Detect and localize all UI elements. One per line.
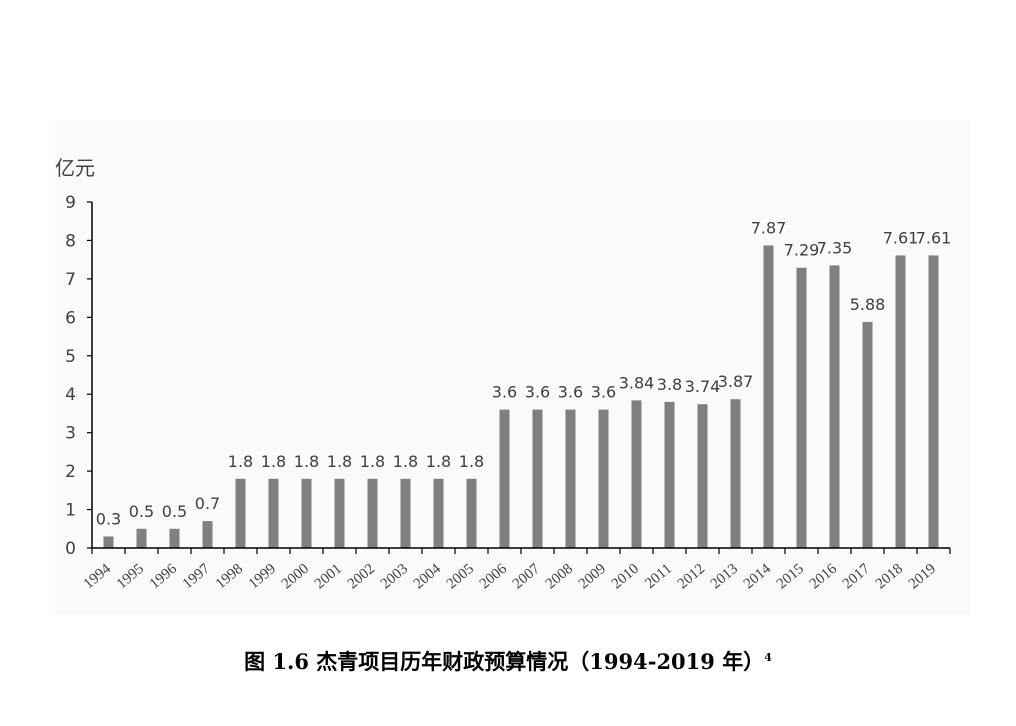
bar-2001	[334, 478, 345, 548]
figure-caption: 图 1.6 杰青项目历年财政预算情况（1994-2019 年）4	[0, 646, 1016, 676]
caption-text: 图 1.6 杰青项目历年财政预算情况（1994-2019 年）	[244, 649, 765, 674]
data-label-2018: 7.61	[883, 228, 919, 247]
data-label-1995: 0.5	[129, 502, 154, 521]
bar-2013	[730, 399, 741, 548]
data-label-2000: 1.8	[294, 452, 319, 471]
bar-chart: 亿元 0.3 0.5 0.5 0.7 1.8 1.8 1.8 1.8 1.8 1.8 1.8 1.8 3…	[55, 156, 952, 593]
data-label-2008: 3.6	[558, 383, 583, 402]
bar-1995	[136, 528, 147, 548]
bar-1998	[235, 478, 246, 548]
y-tick-label: 8	[65, 231, 76, 251]
bar-1996	[169, 528, 180, 548]
data-label-2003: 1.8	[393, 452, 418, 471]
bar-2012	[697, 404, 708, 548]
bar-1994	[103, 536, 114, 548]
bar-2004	[433, 478, 444, 548]
y-tick-label: 4	[65, 385, 76, 405]
bar-2017	[862, 321, 873, 548]
bar-2011	[664, 401, 675, 548]
y-tick-label: 1	[65, 501, 76, 521]
bar-2000	[301, 478, 312, 548]
data-label-2017: 5.88	[850, 295, 886, 314]
y-tick-label: 9	[65, 193, 76, 213]
bar-2009	[598, 409, 609, 548]
bar-1997	[202, 521, 213, 548]
data-label-1997: 0.7	[195, 494, 220, 513]
data-label-1999: 1.8	[261, 452, 286, 471]
data-label-1996: 0.5	[162, 502, 187, 521]
y-tick-label: 6	[65, 308, 76, 328]
bar-2016	[829, 265, 840, 548]
data-label-2019: 7.61	[916, 228, 952, 247]
data-label-1998: 1.8	[228, 452, 253, 471]
y-tick-label: 0	[65, 539, 76, 559]
y-tick-label: 7	[65, 270, 76, 290]
y-unit-label: 亿元	[55, 156, 95, 180]
data-label-2015: 7.29	[784, 241, 820, 260]
bar-2019	[928, 255, 939, 548]
bar-2006	[499, 409, 510, 548]
bar-2002	[367, 478, 378, 548]
data-label-2014: 7.87	[751, 218, 787, 237]
bar-2005	[466, 478, 477, 548]
data-label-2001: 1.8	[327, 452, 352, 471]
bar-2003	[400, 478, 411, 548]
data-label-2004: 1.8	[426, 452, 451, 471]
data-label-2006: 3.6	[492, 383, 517, 402]
data-label-2007: 3.6	[525, 383, 550, 402]
y-tick-label: 5	[65, 347, 76, 367]
data-label-2005: 1.8	[459, 452, 484, 471]
data-label-2002: 1.8	[360, 452, 385, 471]
data-label-2010: 3.84	[619, 373, 655, 392]
data-label-2011: 3.8	[657, 375, 682, 394]
bar-1999	[268, 478, 279, 548]
bar-2008	[565, 409, 576, 548]
data-label-2013: 3.87	[718, 372, 754, 391]
caption-footnote: 4	[764, 651, 772, 664]
y-tick-label: 3	[65, 424, 76, 444]
data-label-2016: 7.35	[817, 238, 853, 257]
data-label-2012: 3.74	[685, 377, 721, 396]
data-label-1994: 0.3	[96, 509, 121, 528]
bar-2014	[763, 245, 774, 549]
y-tick-label: 2	[65, 462, 76, 482]
data-label-2009: 3.6	[591, 383, 616, 402]
bar-2018	[895, 255, 906, 548]
bar-2015	[796, 267, 807, 548]
bar-2007	[532, 409, 543, 548]
bar-2010	[631, 400, 642, 548]
